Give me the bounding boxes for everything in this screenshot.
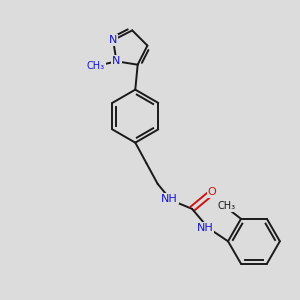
Text: O: O bbox=[208, 187, 217, 197]
Text: CH₃: CH₃ bbox=[217, 201, 235, 211]
Text: N: N bbox=[112, 56, 121, 66]
Text: NH: NH bbox=[161, 194, 178, 204]
Text: CH₃: CH₃ bbox=[87, 61, 105, 71]
Text: NH: NH bbox=[196, 223, 213, 233]
Text: N: N bbox=[109, 35, 117, 45]
